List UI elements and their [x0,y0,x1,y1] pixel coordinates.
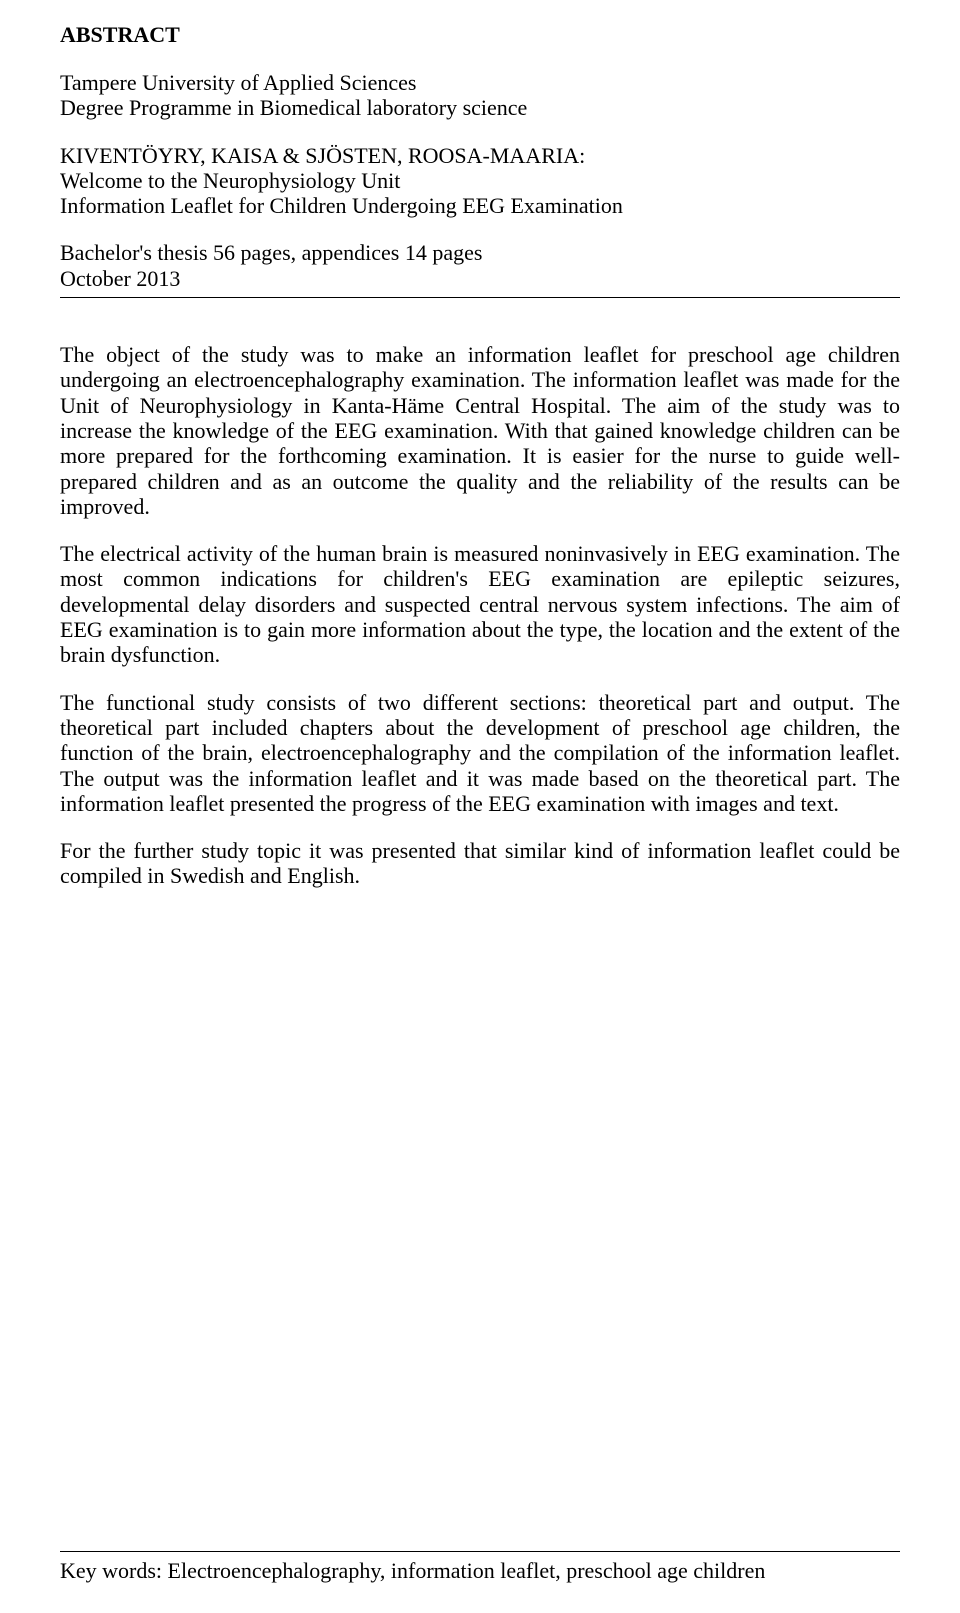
abstract-heading: ABSTRACT [60,22,900,48]
abstract-paragraph-2: The electrical activity of the human bra… [60,541,900,667]
keywords-block: Key words: Electroencephalography, infor… [60,1551,900,1583]
thesis-details-block: Bachelor's thesis 56 pages, appendices 1… [60,240,900,291]
thesis-pages-line: Bachelor's thesis 56 pages, appendices 1… [60,240,900,265]
institution-line-2: Degree Programme in Biomedical laborator… [60,95,900,120]
title-line-2: Information Leaflet for Children Undergo… [60,193,900,218]
keywords-line: Key words: Electroencephalography, infor… [60,1558,900,1583]
abstract-paragraph-3: The functional study consists of two dif… [60,690,900,816]
institution-block: Tampere University of Applied Sciences D… [60,70,900,121]
authors-line: KIVENTÖYRY, KAISA & SJÖSTEN, ROOSA-MAARI… [60,143,900,168]
page: ABSTRACT Tampere University of Applied S… [0,0,960,1613]
abstract-paragraph-1: The object of the study was to make an i… [60,342,900,519]
divider-bottom [60,1551,900,1552]
title-line-1: Welcome to the Neurophysiology Unit [60,168,900,193]
thesis-date-line: October 2013 [60,266,900,291]
institution-line-1: Tampere University of Applied Sciences [60,70,900,95]
abstract-paragraph-4: For the further study topic it was prese… [60,838,900,889]
authors-title-block: KIVENTÖYRY, KAISA & SJÖSTEN, ROOSA-MAARI… [60,143,900,219]
divider-top [60,297,900,298]
